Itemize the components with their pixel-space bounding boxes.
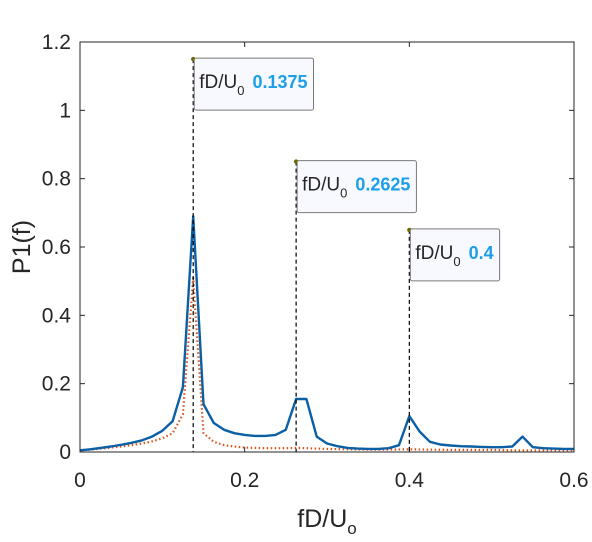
series-line-dotted [79, 276, 574, 452]
y-tick-label: 0.8 [42, 168, 71, 191]
y-tick-label: 1 [59, 99, 71, 122]
y-axis: 0 0.2 0.4 0.6 0.8 1 1.2 [42, 31, 574, 464]
y-tick-label: 0.2 [42, 373, 71, 396]
x-tick-label: 0.6 [559, 469, 588, 492]
peak-datatip: fD/U0 0.2625 [293, 159, 417, 452]
datatip-name: fD/U [302, 175, 340, 196]
datatip-value: 0.2625 [355, 175, 410, 195]
y-tick-label: 1.2 [42, 31, 71, 54]
datatip-subscript: 0 [453, 254, 460, 269]
datatip-box [296, 160, 417, 214]
datatip-value: 0.4 [469, 243, 494, 263]
series-line-solid [79, 215, 574, 452]
x-tick-label: 0.2 [230, 469, 259, 492]
y-tick-label: 0.6 [42, 236, 71, 259]
x-axis-label-main: fD/U [297, 505, 347, 533]
datatip-text: fD/U0 0.2625 [302, 175, 410, 201]
datatip-name: fD/U [415, 243, 453, 264]
datatip-box [409, 228, 501, 282]
x-tick-label: 0.4 [395, 469, 425, 492]
datatip-text: fD/U0 0.4 [415, 243, 493, 269]
datatip-name: fD/U [199, 72, 237, 93]
datatip-box [193, 57, 315, 111]
peak-datatip: fD/U0 0.4 [407, 227, 501, 452]
datatip-subscript: 0 [340, 186, 347, 201]
peak-datatip: fD/U0 0.1375 [191, 56, 315, 452]
x-axis-label: fD/Uo [297, 505, 356, 538]
x-axis-label-subscript: o [347, 519, 356, 538]
y-tick-label: 0.4 [42, 304, 72, 327]
datatip-subscript: 0 [237, 83, 244, 98]
datatip-value: 0.1375 [252, 72, 307, 92]
y-tick-label: 0 [59, 441, 71, 464]
y-axis-label: P1(f) [8, 220, 36, 274]
datatip-text: fD/U0 0.1375 [199, 72, 307, 98]
x-tick-label: 0 [74, 469, 86, 492]
x-axis: 0 0.2 0.4 0.6 [74, 42, 589, 492]
